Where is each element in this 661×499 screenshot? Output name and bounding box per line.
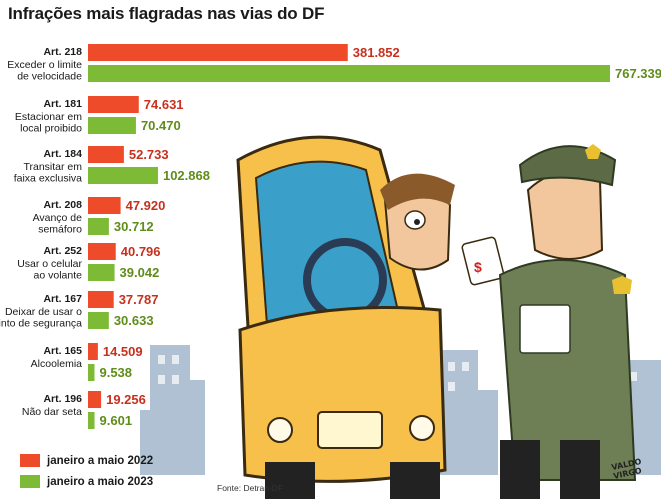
bar-2023 [88,364,95,381]
bar-2023 [88,167,158,184]
data-label-2022: 74.631 [144,97,184,112]
data-label-2023: 70.470 [141,118,181,133]
data-label-2023: 30.633 [114,313,154,328]
category-description-label: local proibido [20,123,82,135]
category-description-label: Avanço de [33,212,83,224]
data-label-2022: 40.796 [121,244,161,259]
data-label-2022: 37.787 [119,292,159,307]
svg-text:$: $ [474,259,482,275]
data-label-2023: 9.538 [99,365,132,380]
bar-2022 [88,291,114,308]
category-art-label: Art. 165 [43,345,82,357]
bar-2022 [88,197,121,214]
category-art-label: Art. 196 [43,393,82,405]
legend: janeiro a maio 2022 janeiro a maio 2023 [20,452,153,494]
category-description-label: semáforo [38,224,82,236]
bar-2022 [88,391,102,408]
chart-title: Infrações mais flagradas nas vias do DF [8,4,325,23]
bar-2023 [88,117,136,134]
category-description-label: ao volante [34,270,83,282]
legend-swatch-2023 [20,475,40,488]
data-label-2022: 14.509 [103,344,143,359]
legend-label-2023: janeiro a maio 2023 [47,475,154,488]
category-description-label: faixa exclusiva [14,173,82,185]
legend-swatch-2022 [20,454,40,467]
bar-2022 [88,146,124,163]
category-art-label: Art. 181 [43,98,82,110]
source-note: Fonte: Detran-DF [217,483,284,493]
bar-2023 [88,65,610,82]
category-art-label: Art. 252 [43,245,82,257]
category-description-label: cinto de segurança [0,318,82,330]
bar-2022 [88,96,139,113]
category-art-label: Art. 218 [43,46,82,58]
category-art-label: Art. 167 [43,293,82,305]
legend-item-2022: janeiro a maio 2022 [20,452,153,469]
data-label-2023: 102.868 [163,168,210,183]
bar-2022 [88,343,98,360]
category-description-label: Exceder o limite [7,59,82,71]
category-description-label: Transitar em [23,161,82,173]
category-description-label: Deixar de usar o [5,306,82,318]
category-description-label: de velocidade [17,71,82,83]
category-description-label: Não dar seta [22,406,82,418]
legend-item-2023: janeiro a maio 2023 [20,473,153,490]
bar-2023 [88,218,109,235]
driver-illustration: $ [380,173,505,286]
bar-2023 [88,264,115,281]
data-label-2023: 39.042 [120,265,160,280]
police-officer-illustration [498,144,637,499]
data-label-2022: 381.852 [353,45,400,60]
category-art-label: Art. 184 [43,148,82,160]
data-label-2023: 767.339 [615,66,661,81]
category-description-label: Estacionar em [15,111,82,123]
bar-2023 [88,412,95,429]
data-label-2023: 30.712 [114,219,154,234]
data-label-2023: 9.601 [100,413,133,428]
category-description-label: Alcoolemia [31,358,83,370]
bar-2023 [88,312,109,329]
bar-2022 [88,243,116,260]
data-label-2022: 52.733 [129,147,169,162]
data-label-2022: 47.920 [126,198,166,213]
data-label-2022: 19.256 [106,392,146,407]
category-art-label: Art. 208 [43,199,82,211]
legend-label-2022: janeiro a maio 2022 [47,454,154,467]
category-description-label: Usar o celular [17,258,82,270]
bar-2022 [88,44,348,61]
